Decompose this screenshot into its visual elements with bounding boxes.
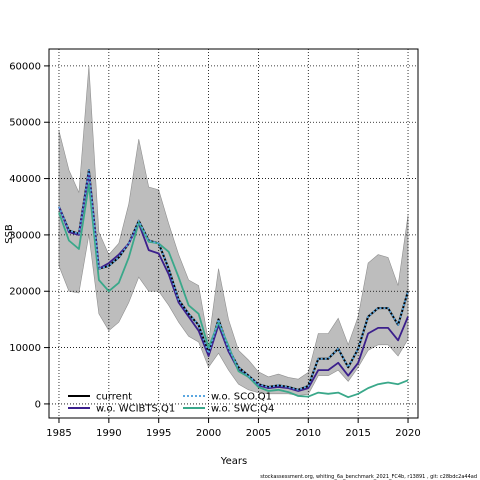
- y-axis-label: SSB: [4, 224, 15, 244]
- confidence-band-layer: [58, 65, 409, 396]
- plot-frame: [48, 48, 419, 419]
- x-tick-label-1990: 1990: [96, 428, 121, 439]
- ticks-layer: 1985 1990 1995 2000 2005 2010 2015 2020 0 10000 20…: [9, 61, 421, 439]
- x-tick-label-1995: 1995: [146, 428, 171, 439]
- x-tick-label-2005: 2005: [246, 428, 271, 439]
- x-axis-label: Years: [220, 456, 247, 467]
- x-tick-label-2020: 2020: [395, 428, 420, 439]
- footnote: stockassessment.org, whiting_6a_benchmar…: [260, 474, 477, 480]
- legend-label-current: current: [96, 392, 132, 403]
- confidence-band: [58, 65, 409, 396]
- y-tick-label-50000: 50000: [9, 118, 41, 129]
- series-line-w-o-sco-q1: [58, 169, 409, 391]
- x-tick-label-1985: 1985: [46, 428, 71, 439]
- y-tick-label-0: 0: [35, 399, 41, 410]
- series-layer: [58, 169, 409, 399]
- y-tick-label-60000: 60000: [9, 61, 41, 72]
- x-tick-label-2000: 2000: [196, 428, 221, 439]
- y-tick-label-20000: 20000: [9, 287, 41, 298]
- x-tick-label-2015: 2015: [345, 428, 370, 439]
- y-tick-label-40000: 40000: [9, 174, 41, 185]
- x-tick-label-2010: 2010: [296, 428, 321, 439]
- legend-label-w-o-wcibts-q1: w.o. WCIBTS.Q1: [96, 404, 175, 415]
- legend-label-w-o-sco-q1: w.o. SCO.Q1: [211, 392, 272, 403]
- y-tick-label-10000: 10000: [9, 343, 41, 354]
- legend-label-w-o-swc-q4: w.o. SWC.Q4: [211, 404, 274, 415]
- y-tick-label-30000: 30000: [9, 230, 41, 241]
